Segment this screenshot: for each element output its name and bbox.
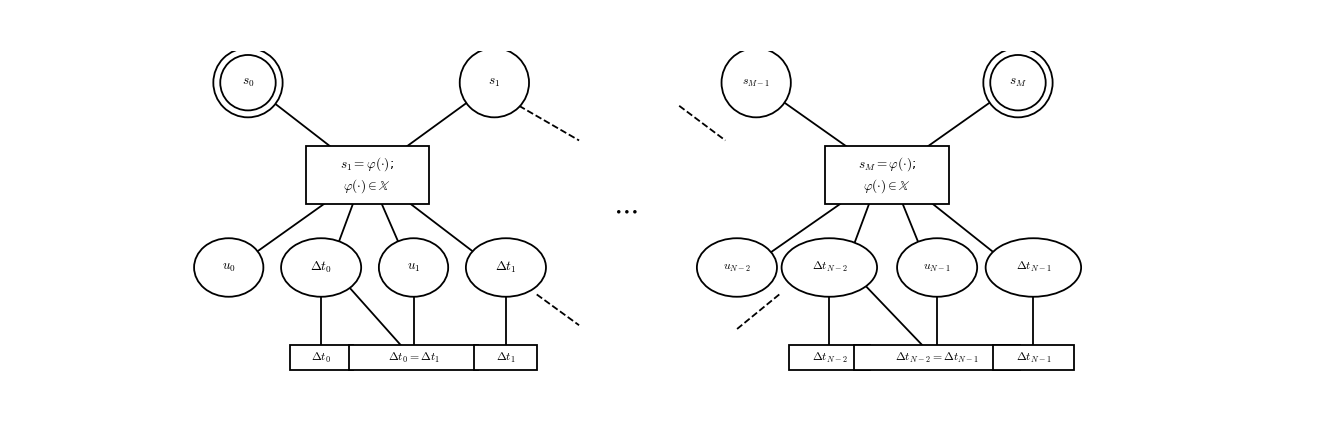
Circle shape (213, 48, 283, 117)
Text: $s_{M-1}$: $s_{M-1}$ (742, 76, 770, 89)
FancyBboxPatch shape (349, 345, 479, 370)
Text: $\Delta t_{N-2}$: $\Delta t_{N-2}$ (811, 260, 848, 274)
FancyBboxPatch shape (992, 345, 1074, 370)
Text: $u_{N-2}$: $u_{N-2}$ (723, 261, 751, 274)
Text: $s_M = \varphi(\cdot)$;
$\varphi(\cdot) \in \mathbb{X}$: $s_M = \varphi(\cdot)$; $\varphi(\cdot) … (858, 155, 916, 196)
Text: $u_{N-1}$: $u_{N-1}$ (923, 261, 951, 274)
FancyBboxPatch shape (306, 146, 429, 204)
Text: $u_0$: $u_0$ (221, 261, 236, 274)
Ellipse shape (282, 238, 361, 297)
Ellipse shape (697, 238, 776, 297)
FancyBboxPatch shape (826, 146, 948, 204)
Text: $s_0$: $s_0$ (241, 76, 255, 89)
Ellipse shape (380, 238, 448, 297)
Ellipse shape (194, 238, 263, 297)
Ellipse shape (782, 238, 877, 297)
FancyBboxPatch shape (789, 345, 870, 370)
Ellipse shape (986, 238, 1081, 297)
Circle shape (460, 48, 530, 117)
Ellipse shape (897, 238, 978, 297)
Text: $\Delta t_{N-1}$: $\Delta t_{N-1}$ (1015, 351, 1051, 365)
FancyBboxPatch shape (854, 345, 1021, 370)
Text: $\cdots$: $\cdots$ (613, 196, 637, 224)
Text: $s_1 = \varphi(\cdot)$;
$\varphi(\cdot) \in \mathbb{X}$: $s_1 = \varphi(\cdot)$; $\varphi(\cdot) … (341, 155, 394, 196)
Text: $\Delta t_{N-2}$: $\Delta t_{N-2}$ (811, 351, 848, 365)
Text: $\Delta t_{N-2} = \Delta t_{N-1}$: $\Delta t_{N-2} = \Delta t_{N-1}$ (896, 351, 979, 365)
Text: $\Delta t_{N-1}$: $\Delta t_{N-1}$ (1015, 260, 1051, 274)
FancyBboxPatch shape (475, 345, 538, 370)
Circle shape (721, 48, 791, 117)
Text: $\Delta t_1$: $\Delta t_1$ (495, 260, 516, 275)
Text: $u_1$: $u_1$ (406, 261, 420, 274)
Text: $\Delta t_1$: $\Delta t_1$ (496, 351, 516, 365)
Text: $\Delta t_0$: $\Delta t_0$ (310, 260, 333, 275)
Text: $\Delta t_0 = \Delta t_1$: $\Delta t_0 = \Delta t_1$ (388, 351, 440, 365)
Text: $\Delta t_0$: $\Delta t_0$ (311, 351, 331, 365)
FancyBboxPatch shape (290, 345, 353, 370)
Ellipse shape (465, 238, 546, 297)
Circle shape (983, 48, 1053, 117)
Text: $s_1$: $s_1$ (488, 76, 500, 89)
Text: $s_M$: $s_M$ (1008, 76, 1027, 89)
